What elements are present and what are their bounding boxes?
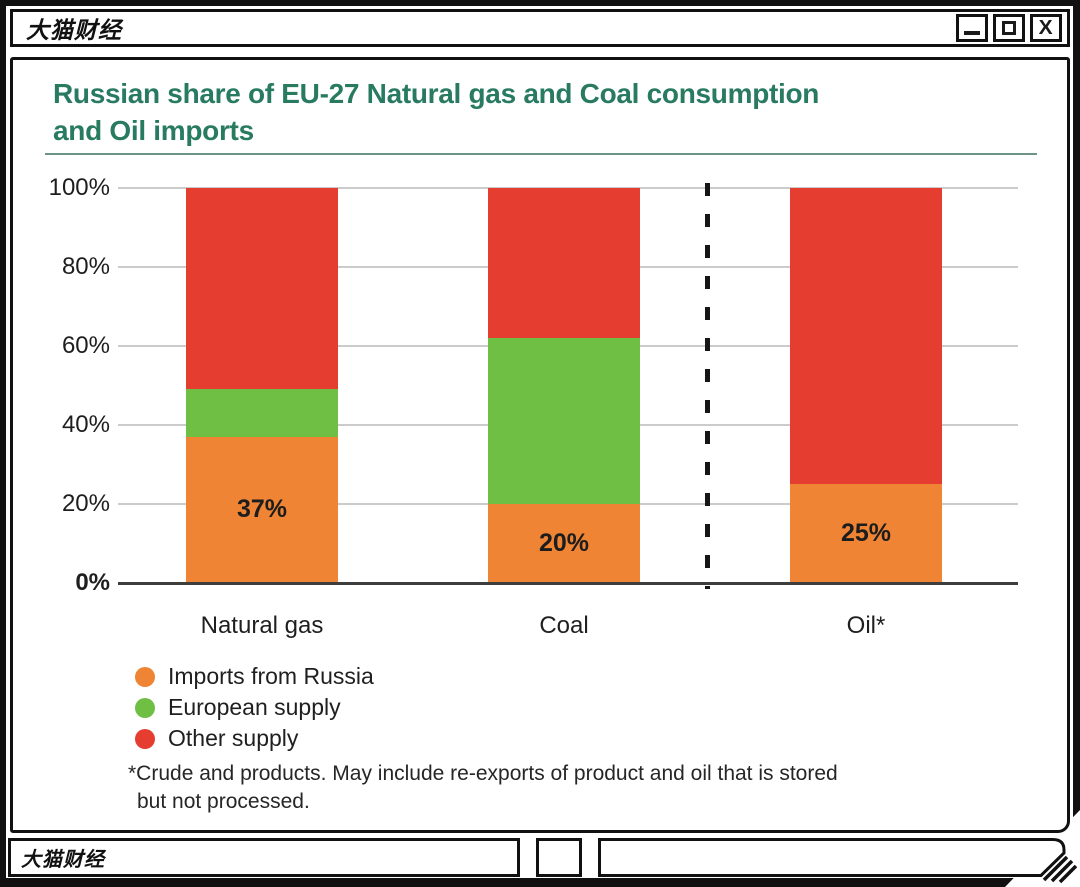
title-divider-rule [45, 153, 1037, 155]
footnote-line2: but not processed. [137, 790, 310, 813]
window-title: 大猫财经 [26, 17, 122, 43]
legend-item: European supply [135, 692, 374, 723]
legend-item: Imports from Russia [135, 661, 374, 692]
chart-title-line2: and Oil imports [53, 114, 254, 146]
statusbar-text: 大猫财经 [21, 849, 105, 871]
legend-label: Other supply [168, 725, 299, 751]
statusbar-middle-box [536, 838, 582, 877]
chart-panel: Russian share of EU-27 Natural gas and C… [10, 57, 1070, 833]
bar-segment [488, 338, 640, 504]
legend-label: Imports from Russia [168, 663, 374, 689]
dashed-divider-line [704, 183, 710, 589]
statusbar-right-box [598, 838, 1078, 886]
stacked-bar-natural-gas: 37% [186, 188, 338, 583]
footnote-line1: *Crude and products. May include re-expo… [128, 762, 838, 785]
bar-segment [186, 188, 338, 390]
bar-value-label: 20% [538, 529, 590, 557]
bar-segment [790, 188, 942, 485]
minimize-icon [964, 31, 980, 35]
stacked-bar-coal: 20% [488, 188, 640, 583]
maximize-button[interactable] [993, 14, 1025, 42]
window-controls: X [956, 14, 1067, 42]
legend-swatch-icon [135, 728, 155, 749]
chart-title-line1: Russian share of EU-27 Natural gas and C… [53, 78, 820, 109]
x-axis-line [118, 582, 1018, 585]
bar-segment [186, 389, 338, 437]
bar-segment: 25% [790, 484, 942, 583]
y-axis-tick-label: 0% [75, 569, 110, 596]
chart-legend: Imports from Russia European supply Other … [135, 661, 374, 754]
y-axis-tick-label: 60% [61, 332, 110, 359]
legend-swatch-icon [135, 697, 155, 718]
close-button[interactable]: X [1030, 14, 1062, 42]
legend-label: European supply [168, 694, 341, 720]
minimize-button[interactable] [956, 14, 988, 42]
legend-swatch-icon [135, 666, 155, 687]
bar-segment [488, 188, 640, 339]
maximize-icon [1002, 21, 1016, 35]
stacked-bar-plot: 100% 80% 60% 40% 20% 0% 37% Natural gas 20% Coal 2… [13, 60, 1067, 830]
chart-footnote: *Crude and products. May include re-expo… [128, 760, 838, 816]
category-label: Oil* [846, 612, 886, 639]
title-bar[interactable]: 大猫财经 X [10, 9, 1070, 47]
category-label: Coal [539, 612, 589, 639]
bar-value-label: 25% [840, 519, 892, 548]
stacked-bar-oil: 25% [790, 188, 942, 583]
chart-title: Russian share of EU-27 Natural gas and C… [53, 76, 953, 150]
statusbar-left-box: 大猫财经 [8, 838, 520, 877]
bar-segment: 37% [186, 436, 338, 583]
legend-item: Other supply [135, 723, 374, 754]
gridline [118, 187, 1018, 189]
y-axis-tick-label: 100% [48, 174, 110, 201]
y-axis-tick-label: 80% [61, 253, 110, 280]
y-axis-tick-label: 20% [61, 490, 110, 517]
resize-grip-box[interactable] [598, 838, 1078, 886]
bar-value-label: 37% [236, 495, 288, 524]
y-axis-tick-label: 40% [61, 411, 110, 438]
bar-segment: 20% [488, 504, 640, 583]
category-label: Natural gas [200, 612, 324, 639]
close-icon: X [1038, 17, 1054, 39]
